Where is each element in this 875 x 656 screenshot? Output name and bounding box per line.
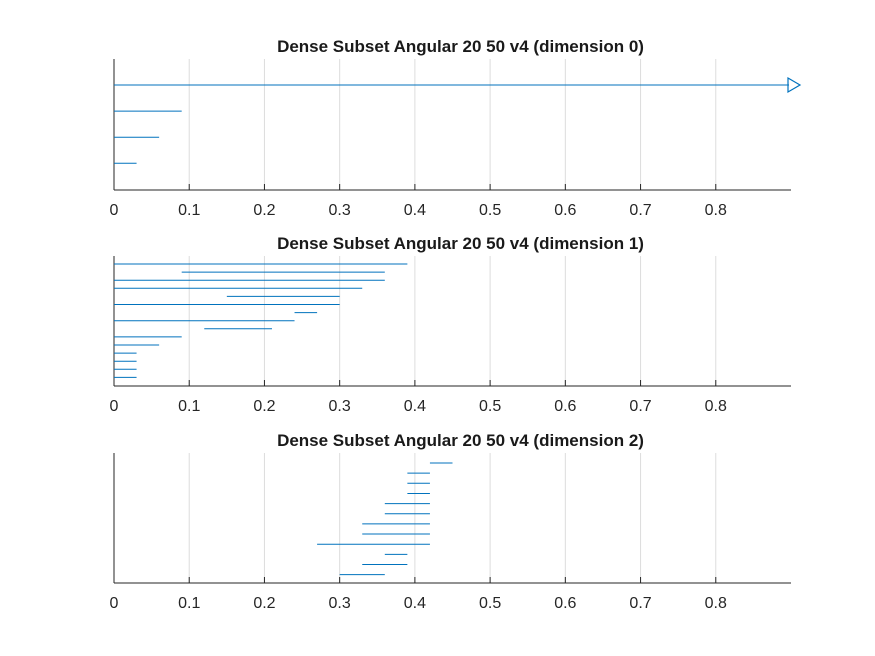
barcode-panel-0: 0 0.1 0.2 0.3 0.4 0.5 0.6 0.7 0.8 Dense Subset An… xyxy=(110,37,802,219)
x-tick-label: 0.6 xyxy=(554,595,576,612)
chart-title: Dense Subset Angular 20 50 v4 (dimension… xyxy=(277,234,644,253)
infinite-arrow-icon xyxy=(787,76,802,94)
chart-title: Dense Subset Angular 20 50 v4 (dimension… xyxy=(277,37,644,56)
x-tick-label: 0.3 xyxy=(329,398,351,415)
x-tick-label: 0.4 xyxy=(404,202,426,219)
x-tick-label: 0.5 xyxy=(479,202,501,219)
x-tick-label: 0.7 xyxy=(629,595,651,612)
barcode-panel-1: 0 0.1 0.2 0.3 0.4 0.5 0.6 0.7 0.8 Dense Subset An… xyxy=(110,234,791,415)
chart-title: Dense Subset Angular 20 50 v4 (dimension… xyxy=(277,431,644,450)
x-tick-label: 0 xyxy=(110,202,119,219)
x-tick-label: 0 xyxy=(110,595,119,612)
x-tick-label: 0.2 xyxy=(253,202,275,219)
x-tick-label: 0.1 xyxy=(178,202,200,219)
x-tick-label: 0.3 xyxy=(329,202,351,219)
x-tick-label: 0.5 xyxy=(479,595,501,612)
x-tick-label: 0.1 xyxy=(178,398,200,415)
x-tick-label: 0.1 xyxy=(178,595,200,612)
x-tick-label: 0.4 xyxy=(404,595,426,612)
x-tick-label: 0.7 xyxy=(629,398,651,415)
x-tick-label: 0.8 xyxy=(705,398,727,415)
x-tick-label: 0.6 xyxy=(554,398,576,415)
x-tick-label: 0.2 xyxy=(253,595,275,612)
x-tick-label: 0.8 xyxy=(705,595,727,612)
x-tick-label: 0.6 xyxy=(554,202,576,219)
x-tick-label: 0.2 xyxy=(253,398,275,415)
barcode-panel-2: 0 0.1 0.2 0.3 0.4 0.5 0.6 0.7 0.8 Dense Subset An… xyxy=(110,431,791,612)
x-tick-label: 0.4 xyxy=(404,398,426,415)
x-tick-label: 0 xyxy=(110,398,119,415)
x-tick-label: 0.7 xyxy=(629,202,651,219)
x-tick-label: 0.8 xyxy=(705,202,727,219)
x-tick-label: 0.5 xyxy=(479,398,501,415)
x-tick-label: 0.3 xyxy=(329,595,351,612)
